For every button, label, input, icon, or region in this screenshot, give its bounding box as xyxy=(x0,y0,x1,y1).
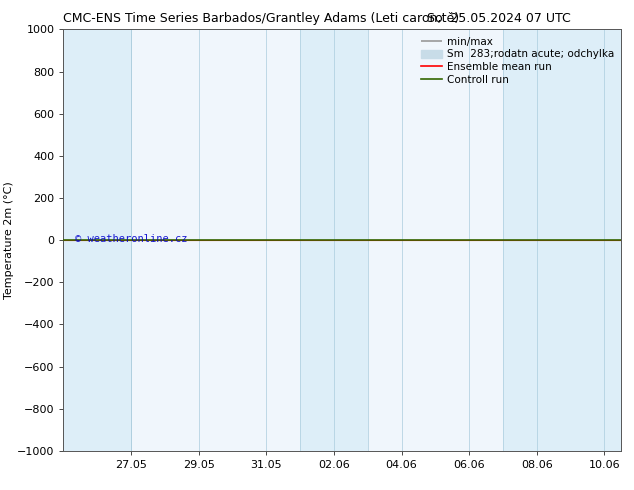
Legend: min/max, Sm  283;rodatn acute; odchylka, Ensemble mean run, Controll run: min/max, Sm 283;rodatn acute; odchylka, … xyxy=(418,35,616,87)
Text: CMC-ENS Time Series Barbados/Grantley Adams (Leti caron;tě): CMC-ENS Time Series Barbados/Grantley Ad… xyxy=(63,12,460,25)
Y-axis label: Temperature 2m (°C): Temperature 2m (°C) xyxy=(4,181,14,299)
Bar xyxy=(63,29,131,451)
Text: So. 25.05.2024 07 UTC: So. 25.05.2024 07 UTC xyxy=(427,12,571,25)
Bar xyxy=(300,29,368,451)
Bar xyxy=(503,29,621,451)
Text: © weatheronline.cz: © weatheronline.cz xyxy=(75,234,187,244)
